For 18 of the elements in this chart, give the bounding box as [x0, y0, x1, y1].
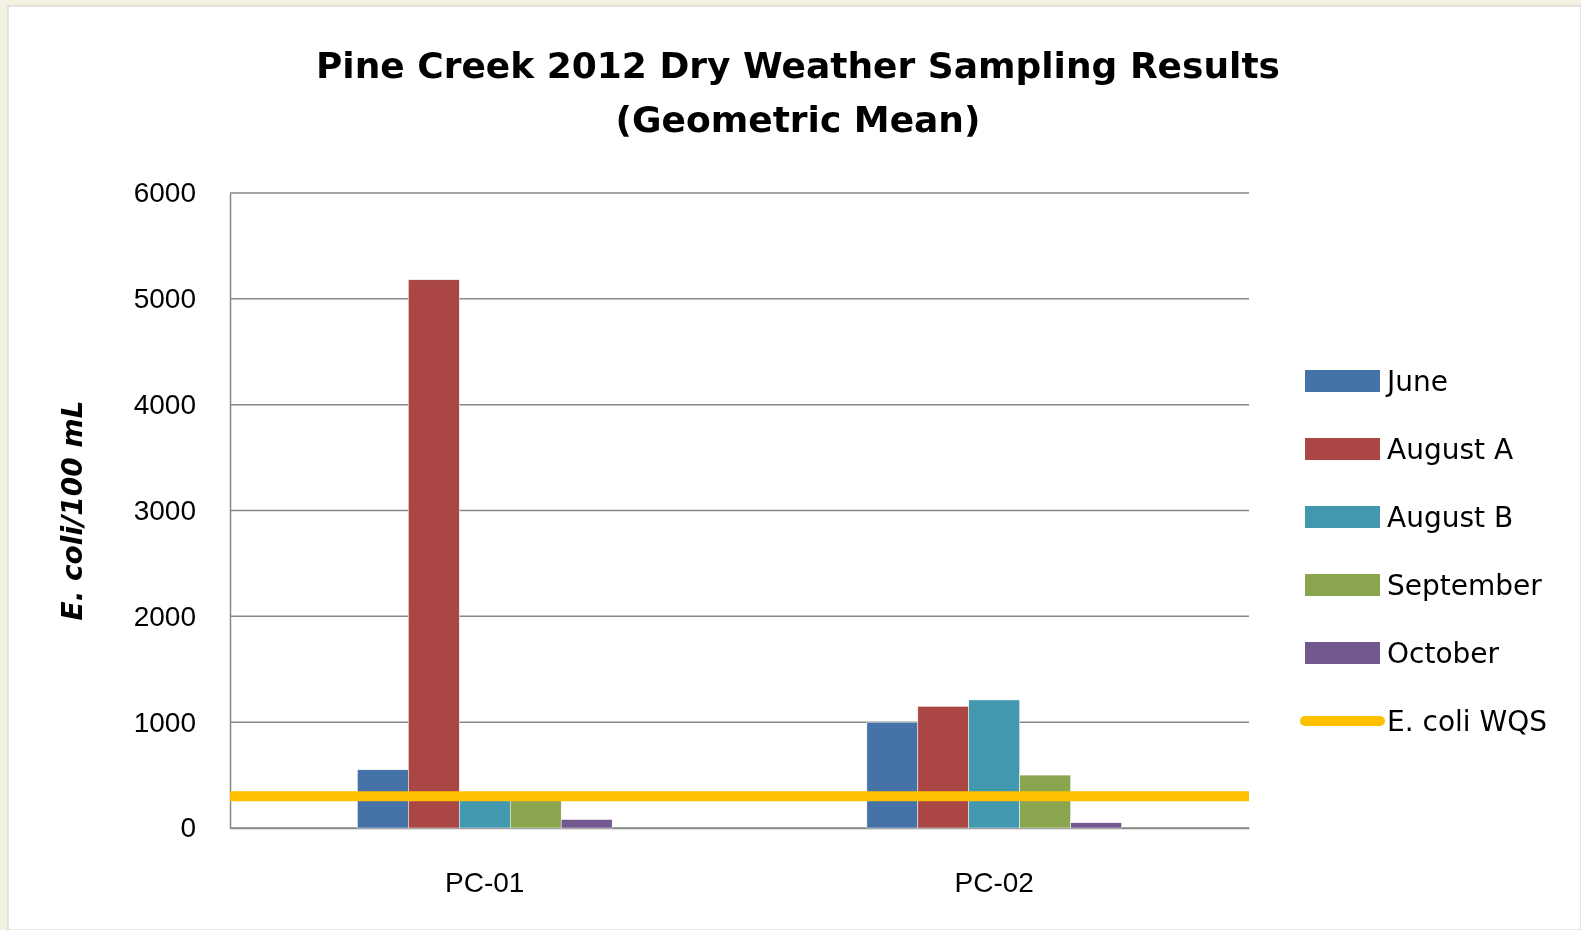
legend-label: August A — [1387, 433, 1514, 466]
chart-subtitle: (Geometric Mean) — [615, 99, 981, 140]
x-tick-label: PC-01 — [445, 866, 525, 898]
y-tick-label: 0 — [180, 812, 196, 844]
y-tick-label: 5000 — [133, 283, 196, 315]
y-tick-label: 2000 — [133, 600, 196, 632]
y-tick-label: 3000 — [133, 494, 196, 526]
legend-label: August B — [1387, 501, 1514, 534]
legend-label: E. coli WQS — [1387, 705, 1547, 738]
legend-label: October — [1387, 637, 1500, 670]
x-tick-label: PC-02 — [954, 866, 1034, 898]
legend-label: June — [1385, 365, 1448, 398]
chart-title: Pine Creek 2012 Dry Weather Sampling Results — [315, 45, 1281, 86]
y-tick-label: 4000 — [133, 389, 196, 421]
legend-label: September — [1387, 569, 1543, 602]
y-tick-label: 1000 — [133, 706, 196, 738]
y-axis-title: E. coli/100 mL — [56, 400, 89, 621]
y-tick-label: 6000 — [133, 177, 196, 209]
